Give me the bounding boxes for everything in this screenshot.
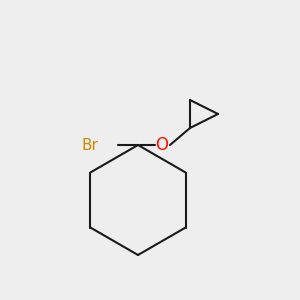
Text: Br: Br: [81, 137, 98, 152]
Text: O: O: [155, 136, 169, 154]
